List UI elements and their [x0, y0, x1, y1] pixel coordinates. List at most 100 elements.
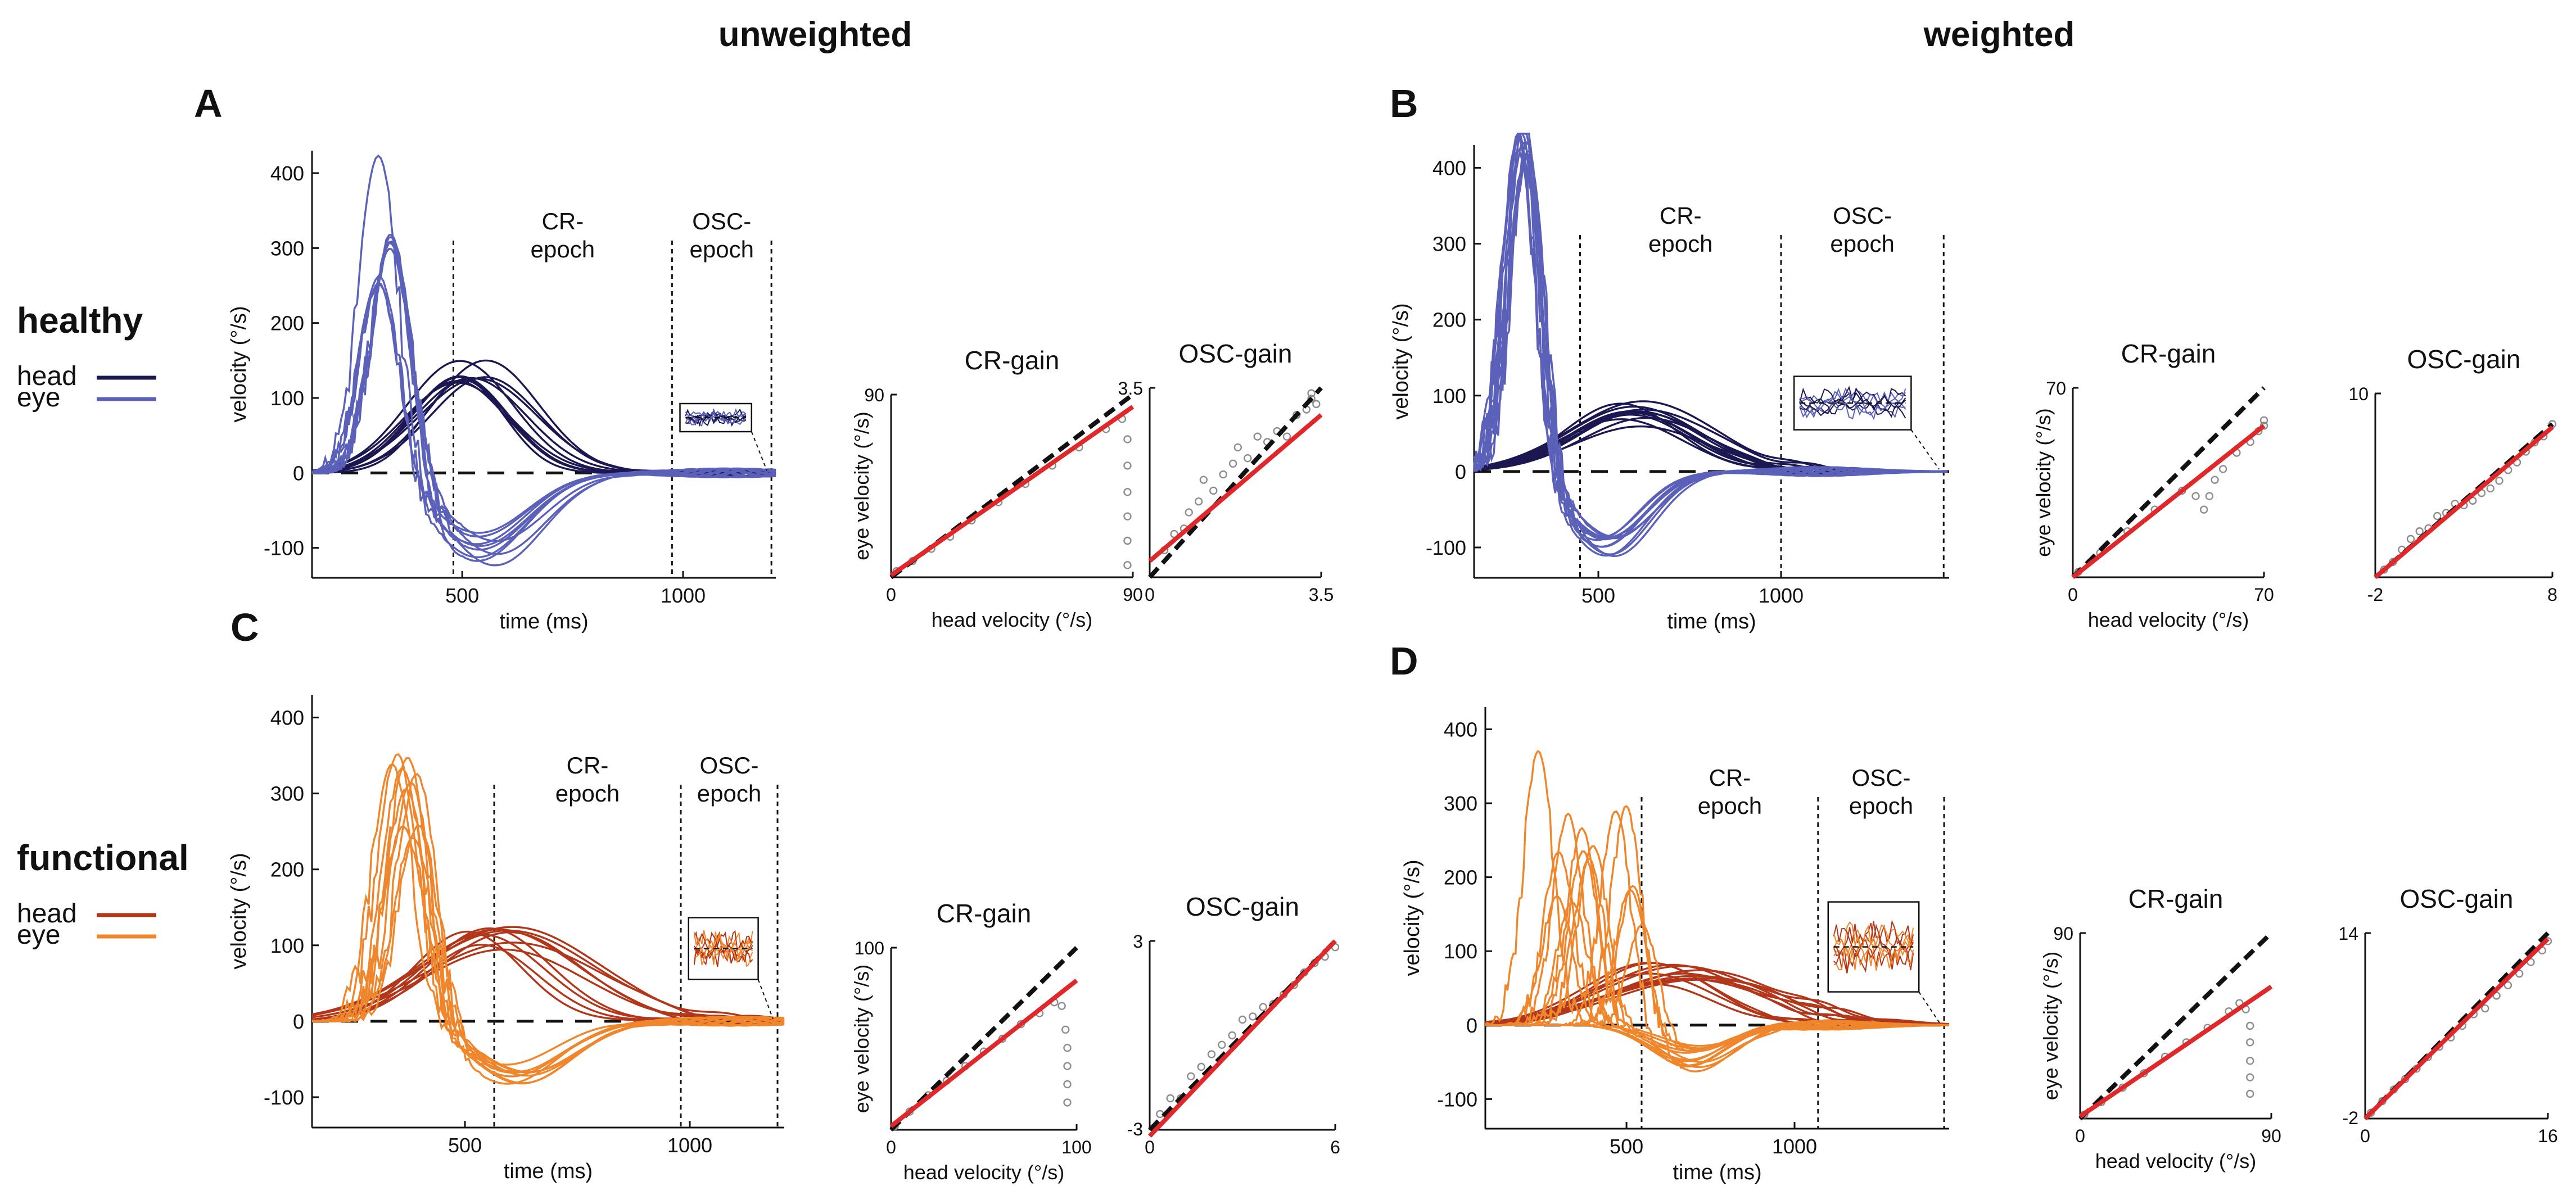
scatter-point: [1228, 459, 1237, 468]
x-tick-label: 100: [1061, 1137, 1091, 1157]
epoch-label: OSC-: [700, 752, 759, 778]
y-tick-label: -3: [1127, 1119, 1143, 1139]
x-tick-label: 0: [886, 585, 896, 605]
scatter-point: [2406, 535, 2415, 544]
epoch-label: epoch: [1648, 230, 1712, 257]
y-tick-label: 300: [270, 782, 304, 805]
osc-inset-trace: [685, 413, 747, 427]
x-tick-label: 6: [1330, 1137, 1340, 1157]
scatter-point: [2259, 416, 2268, 424]
scatter-point: [1061, 1025, 1070, 1034]
scatter-point: [2246, 1021, 2254, 1030]
x-tick-label: 90: [2261, 1126, 2281, 1146]
x-tick-label: 0: [2360, 1126, 2370, 1146]
x-tick-label: 1000: [661, 584, 706, 607]
scatter-title: OSC-gain: [1179, 339, 1292, 368]
scatter-point: [1207, 1050, 1216, 1058]
x-tick-label: 90: [1123, 585, 1143, 605]
scatter-point: [2515, 969, 2524, 978]
scatter-point: [2211, 476, 2219, 484]
scatter-point: [1187, 1072, 1195, 1081]
scatter-point: [1063, 1098, 1072, 1107]
scatter-point: [2246, 1089, 2254, 1098]
y-tick-label: 0: [293, 461, 304, 485]
scatter-title: OSC-gain: [2407, 345, 2521, 374]
scatter-point: [1292, 410, 1301, 419]
y-tick-label: 200: [1444, 866, 1477, 889]
scatter-point: [2486, 484, 2494, 493]
header-weighted: weighted: [1923, 15, 2075, 54]
legend-eye-label: eye: [17, 920, 60, 950]
epoch-label: CR-: [567, 752, 609, 778]
group-label-healthy: healthy: [17, 300, 143, 341]
eye-trace: [1473, 147, 1948, 538]
fit-line: [2363, 937, 2550, 1120]
osc-inset-trace: [1833, 922, 1914, 974]
eye-trace: [1473, 133, 1948, 555]
y-axis-label: eye velocity (°/s): [2032, 408, 2055, 556]
scatter-point: [2503, 981, 2512, 990]
x-axis-label: head velocity (°/s): [2088, 608, 2249, 631]
scatter-title: CR-gain: [2128, 884, 2224, 913]
osc-inset-trace: [693, 930, 753, 967]
osc-inset-trace: [1833, 921, 1914, 971]
epoch-label: epoch: [1698, 793, 1762, 819]
fit-line: [1148, 413, 1323, 563]
x-tick-label: 8: [2547, 585, 2557, 605]
y-tick-label: 100: [1444, 940, 1477, 963]
osc-inset-pointer: [751, 431, 768, 471]
time-panel-c: -100 0 100 200 300 400 500 1000 time (ms) velocit…: [227, 695, 785, 1183]
osc-inset-trace: [1833, 925, 1914, 971]
y-tick-label: -100: [1426, 536, 1466, 559]
scatter-point: [1197, 1062, 1205, 1071]
osc-inset-trace: [1833, 924, 1914, 967]
y-tick-label: 90: [864, 385, 884, 405]
y-tick-label: -100: [264, 537, 304, 560]
group-label-functional: functional: [17, 838, 189, 878]
fit-line: [2078, 985, 2273, 1119]
scatter-point: [1218, 1040, 1226, 1049]
legend-head-label: head: [17, 361, 77, 391]
osc-inset-trace: [685, 408, 747, 424]
y-tick-label: 200: [270, 312, 304, 335]
scatter-panel-a-osc: OSC-gain 0 3.5 3.5: [1118, 339, 1334, 605]
y-tick-label: -100: [264, 1086, 304, 1109]
scatter-point: [1233, 443, 1242, 452]
scatter-point: [2246, 1038, 2254, 1047]
x-tick-label: 0: [886, 1137, 896, 1157]
scatter-point: [1063, 1080, 1072, 1089]
scatter-point: [1063, 1043, 1072, 1052]
epoch-label: epoch: [697, 780, 761, 807]
scatter-point: [1238, 1015, 1247, 1024]
scatter-point: [1307, 389, 1316, 397]
y-tick-label: 200: [270, 858, 304, 881]
y-tick-label: 400: [270, 162, 304, 185]
y-tick-label: 400: [1444, 718, 1477, 741]
y-tick-label: -2: [2343, 1108, 2358, 1128]
fit-line: [2374, 425, 2554, 580]
eye-trace: [311, 242, 776, 555]
legend-head-label: head: [17, 899, 77, 929]
scatter-point: [1166, 1094, 1174, 1103]
epoch-label: OSC-: [1851, 764, 1910, 791]
scatter-point: [1259, 1003, 1267, 1011]
x-axis-label: time (ms): [1667, 610, 1756, 633]
y-tick-label: -100: [1437, 1088, 1477, 1111]
head-trace: [311, 948, 785, 1025]
y-tick-label: 300: [1444, 792, 1477, 815]
epoch-label: epoch: [690, 236, 754, 262]
y-tick-label: 14: [2338, 924, 2358, 944]
scatter-point: [2218, 465, 2227, 473]
scatter-point: [1063, 1062, 1072, 1070]
y-tick-label: 100: [855, 938, 884, 958]
scatter-point: [2205, 492, 2214, 500]
scatter-point: [2495, 477, 2503, 485]
scatter-point: [1253, 432, 1262, 441]
scatter-point: [1123, 461, 1132, 470]
eye-trace: [1484, 750, 1950, 1067]
scatter-title: CR-gain: [2121, 339, 2216, 368]
scatter-point: [2191, 492, 2200, 500]
